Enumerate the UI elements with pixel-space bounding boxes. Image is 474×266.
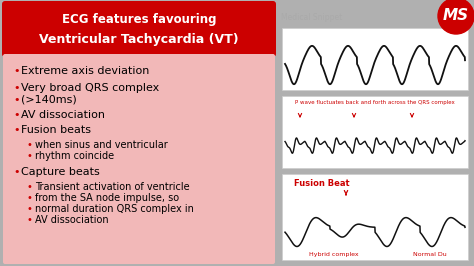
Text: from the SA node impulse, so: from the SA node impulse, so bbox=[35, 193, 179, 203]
Bar bbox=[282, 174, 468, 260]
Text: •: • bbox=[13, 95, 19, 105]
Text: (>140ms): (>140ms) bbox=[21, 95, 77, 105]
Text: Fusion beats: Fusion beats bbox=[21, 125, 91, 135]
Text: P wave fluctuates back and forth across the QRS complex: P wave fluctuates back and forth across … bbox=[295, 100, 455, 105]
Text: AV dissociation: AV dissociation bbox=[21, 110, 105, 120]
Text: Hybrid complex: Hybrid complex bbox=[309, 252, 359, 257]
Text: •: • bbox=[27, 215, 33, 225]
Text: Ventricular Tachycardia (VT): Ventricular Tachycardia (VT) bbox=[39, 34, 239, 47]
Text: •: • bbox=[13, 66, 19, 76]
Bar bbox=[282, 96, 468, 168]
Text: Extreme axis deviation: Extreme axis deviation bbox=[21, 66, 149, 76]
Text: when sinus and ventricular: when sinus and ventricular bbox=[35, 140, 168, 150]
Text: •: • bbox=[27, 182, 33, 192]
Text: •: • bbox=[13, 110, 19, 120]
Text: •: • bbox=[13, 83, 19, 93]
Text: Transient activation of ventricle: Transient activation of ventricle bbox=[35, 182, 190, 192]
Text: normal duration QRS complex in: normal duration QRS complex in bbox=[35, 204, 194, 214]
Text: •: • bbox=[27, 193, 33, 203]
Bar bbox=[282, 28, 468, 90]
Text: Capture beats: Capture beats bbox=[21, 167, 100, 177]
Circle shape bbox=[438, 0, 474, 34]
Text: •: • bbox=[13, 125, 19, 135]
Text: ECG features favouring: ECG features favouring bbox=[62, 14, 216, 27]
Text: •: • bbox=[27, 204, 33, 214]
Text: Very broad QRS complex: Very broad QRS complex bbox=[21, 83, 159, 93]
Text: AV dissociation: AV dissociation bbox=[35, 215, 109, 225]
FancyBboxPatch shape bbox=[3, 54, 275, 264]
FancyBboxPatch shape bbox=[2, 1, 276, 57]
Text: •: • bbox=[27, 151, 33, 161]
Text: Normal Du: Normal Du bbox=[413, 252, 447, 257]
Text: Medical Snippet: Medical Snippet bbox=[282, 14, 343, 23]
Text: •: • bbox=[13, 167, 19, 177]
Text: •: • bbox=[27, 140, 33, 150]
Text: Fusion Beat: Fusion Beat bbox=[294, 179, 350, 188]
Text: MS: MS bbox=[443, 9, 469, 23]
Text: rhythm coincide: rhythm coincide bbox=[35, 151, 114, 161]
